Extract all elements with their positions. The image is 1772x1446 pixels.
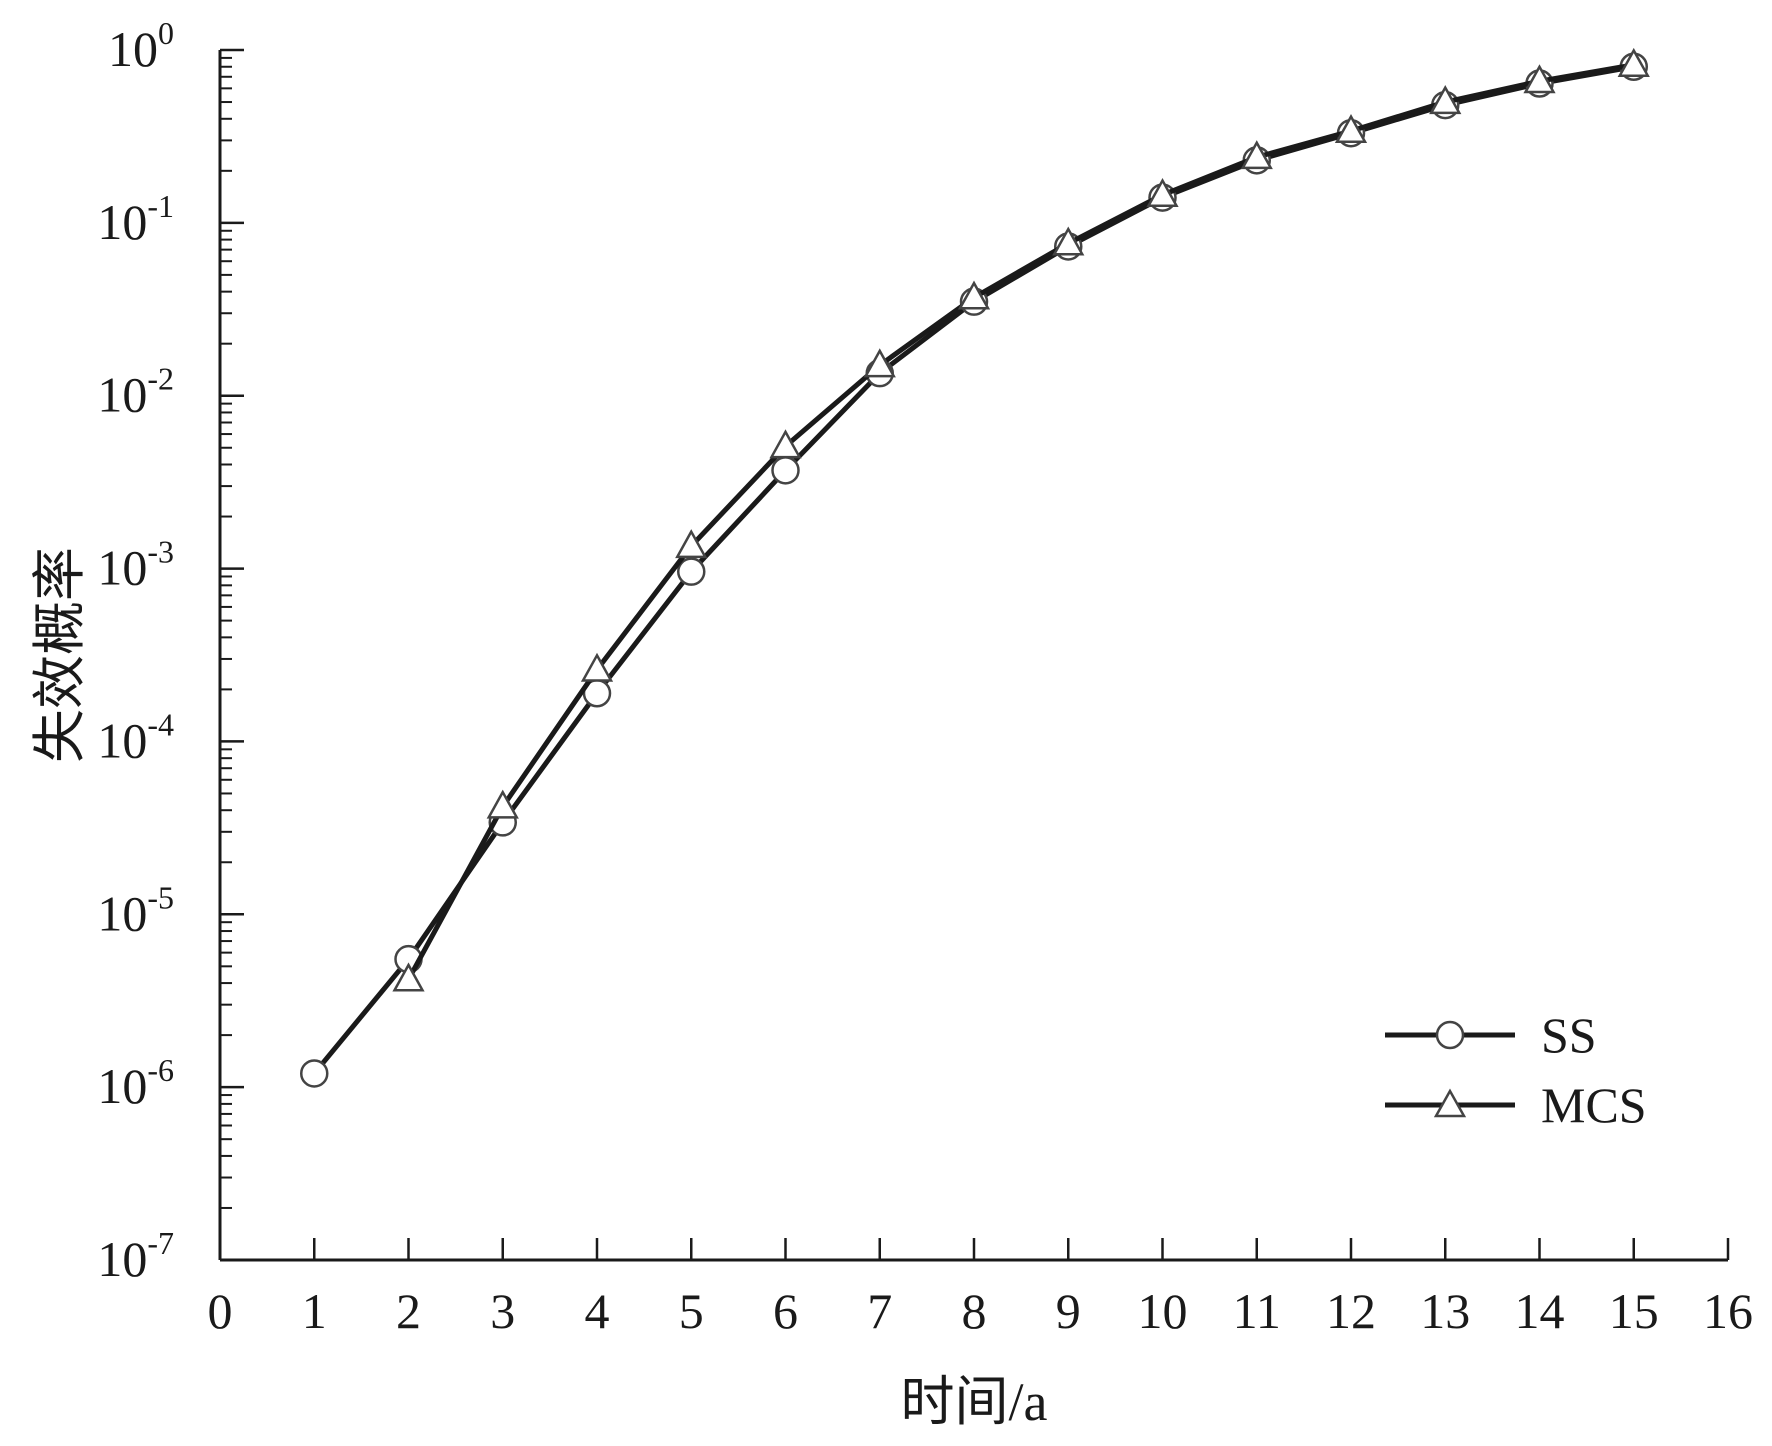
x-tick-label: 13: [1420, 1283, 1470, 1339]
data-point-mcs: [1617, 47, 1650, 77]
data-point-mcs: [1146, 177, 1179, 208]
data-point-mcs: [863, 348, 896, 378]
data-point-ss: [677, 557, 706, 586]
legend: SS MCS: [1385, 1007, 1647, 1133]
data-point-ss: [771, 456, 800, 485]
series-line-ss: [312, 64, 1635, 1076]
legend-item-ss: SS: [1385, 1007, 1597, 1063]
y-tick-label: 100: [108, 15, 174, 77]
data-point-mcs: [392, 962, 425, 992]
data-point-mcs: [769, 429, 802, 459]
x-tick-label: 9: [1056, 1283, 1081, 1339]
x-tick-label: 15: [1609, 1283, 1659, 1339]
y-tick-label: 10-4: [97, 706, 174, 768]
x-tick-label: 16: [1703, 1283, 1753, 1339]
x-tick-label: 12: [1326, 1283, 1376, 1339]
legend-label: SS: [1541, 1007, 1597, 1063]
data-point-mcs: [1429, 85, 1462, 115]
legend-item-mcs: MCS: [1385, 1077, 1647, 1133]
y-tick-label: 10-6: [97, 1052, 174, 1114]
x-tick-label: 11: [1233, 1283, 1281, 1339]
data-point-mcs: [1334, 114, 1368, 144]
y-tick-label: 10-2: [97, 361, 174, 423]
x-tick-label: 2: [396, 1283, 421, 1339]
legend-circle-marker: [1435, 1020, 1465, 1050]
data-point-mcs: [1052, 226, 1085, 256]
x-tick-label: 3: [490, 1283, 515, 1339]
y-tick-label: 10-3: [97, 534, 174, 596]
x-tick-label: 6: [773, 1283, 798, 1339]
data-point-mcs: [1523, 64, 1556, 94]
x-tick-label: 8: [962, 1283, 987, 1339]
ticks: 0 1 2 3 4 5 6 7 8 9 10 11 12 13 14 15 1610010-110-210-31…: [97, 15, 1753, 1339]
legend-label: MCS: [1541, 1077, 1647, 1133]
data-point-mcs: [675, 529, 708, 559]
series-line-mcs: [406, 62, 1635, 981]
x-tick-label: 14: [1515, 1283, 1565, 1339]
x-tick-label: 7: [867, 1283, 892, 1339]
data-point-mcs: [957, 280, 991, 310]
data-point-mcs: [580, 652, 614, 682]
legend-triangle-marker: [1433, 1088, 1467, 1118]
y-tick-label: 10-5: [97, 879, 174, 941]
y-tick-label: 10-1: [97, 188, 174, 250]
x-axis-label: 时间/a: [901, 1372, 1048, 1432]
x-tick-label: 5: [679, 1283, 704, 1339]
series-layer: [300, 47, 1650, 1088]
x-tick-label: 4: [585, 1283, 610, 1339]
y-tick-label: 10-7: [97, 1225, 174, 1287]
x-tick-label: 10: [1138, 1283, 1188, 1339]
data-point-mcs: [486, 789, 519, 819]
x-tick-label: 0: [208, 1283, 233, 1339]
data-point-mcs: [1240, 140, 1273, 170]
data-point-ss: [300, 1059, 329, 1088]
y-axis-label: 失效概率: [30, 547, 90, 763]
axes: [218, 50, 1728, 1262]
x-tick-label: 1: [302, 1283, 327, 1339]
